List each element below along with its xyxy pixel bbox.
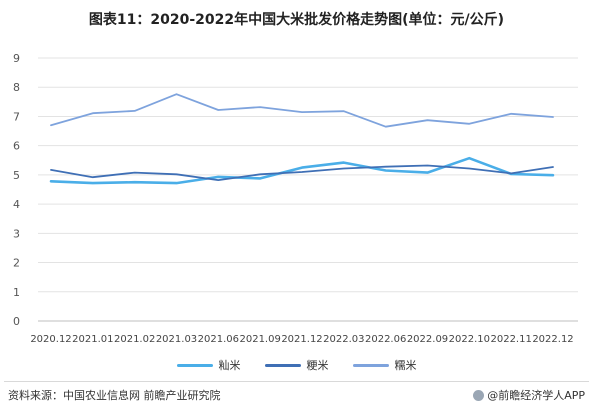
legend-label: 籼米 [218, 359, 241, 372]
y-tick-label: 3 [13, 227, 20, 240]
x-tick-label: 2021.01 [72, 334, 113, 345]
legend-swatch [176, 363, 213, 367]
y-tick-label: 0 [13, 315, 20, 328]
legend-item: 粳米 [264, 355, 329, 375]
x-tick-label: 2021.03 [156, 334, 197, 345]
x-tick-label: 2022.06 [365, 334, 406, 345]
x-tick-label: 2020.12 [30, 334, 71, 345]
x-tick-label: 2021.12 [281, 334, 322, 345]
y-tick-label: 7 [13, 110, 20, 123]
y-tick-label: 5 [13, 169, 20, 182]
x-axis-ticks: 2020.12 2021.01 2021.02 2021.03 2021.06 2021.… [30, 334, 573, 345]
brand-credit: @前瞻经济学人APP [473, 387, 585, 403]
x-tick-label: 2022.10 [449, 334, 490, 345]
y-tick-label: 8 [13, 81, 20, 94]
series-lines [49, 93, 555, 185]
source-note: 资料来源：中国农业信息网 前瞻产业研究院 [8, 389, 221, 402]
x-tick-label: 2021.06 [198, 334, 239, 345]
footer-divider [4, 381, 589, 382]
series-line [50, 93, 554, 128]
y-tick-label: 1 [13, 286, 20, 299]
y-axis-ticks: 0 1 2 3 4 5 6 7 8 9 [13, 52, 20, 328]
legend-swatch [352, 363, 389, 367]
legend-item: 糯米 [352, 355, 417, 375]
x-tick-label: 2022.09 [407, 334, 448, 345]
chart-title: 图表11：2020-2022年中国大米批发价格走势图(单位：元/公斤) [88, 12, 505, 28]
legend-swatch [264, 363, 301, 367]
brand-logo-icon [473, 389, 485, 401]
x-tick-label: 2022.03 [323, 334, 364, 345]
x-tick-label: 2022.11 [490, 334, 531, 345]
footer: 资料来源：中国农业信息网 前瞻产业研究院 @前瞻经济学人APP [0, 381, 593, 415]
series-line [49, 156, 555, 185]
y-tick-label: 4 [13, 198, 20, 211]
x-tick-label: 2021.02 [114, 334, 155, 345]
x-tick-label: 2021.09 [239, 334, 280, 345]
brand-label: @前瞻经济学人APP [487, 389, 585, 402]
legend-label: 糯米 [394, 359, 417, 372]
x-tick-label: 2022.12 [532, 334, 573, 345]
series-line [50, 164, 554, 182]
y-tick-label: 6 [13, 140, 20, 153]
legend-label: 粳米 [306, 359, 329, 372]
legend-item: 籼米 [176, 355, 241, 375]
chart-legend: 籼米 粳米 糯米 [0, 355, 593, 375]
y-tick-label: 9 [13, 52, 20, 65]
grid-lines [38, 57, 578, 322]
y-tick-label: 2 [13, 257, 20, 270]
